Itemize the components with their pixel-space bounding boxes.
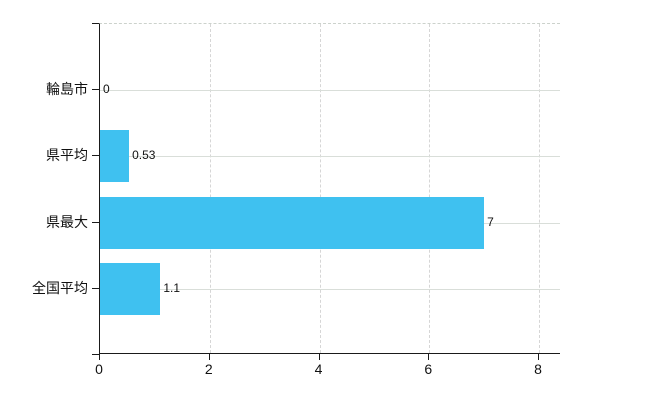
bar <box>100 196 485 249</box>
x-axis-tick <box>99 354 100 360</box>
y-axis-tick <box>92 221 99 223</box>
value-label: 1.1 <box>163 280 181 295</box>
value-label: 0.53 <box>132 148 156 163</box>
y-axis-tick <box>92 287 99 289</box>
gridline-vertical <box>429 24 431 353</box>
bar <box>100 130 130 183</box>
gridline-horizontal <box>100 156 560 158</box>
x-tick-label: 4 <box>314 361 323 377</box>
value-label: 0 <box>103 82 110 97</box>
y-axis-tick <box>92 155 99 157</box>
gridline-horizontal <box>100 288 560 290</box>
x-axis-tick <box>428 354 430 360</box>
gridline-horizontal <box>100 90 560 92</box>
x-tick-label: 6 <box>424 361 433 377</box>
y-axis-tick <box>92 89 99 91</box>
x-axis-tick <box>208 354 210 360</box>
value-label: 7 <box>487 214 494 229</box>
x-tick-label: 0 <box>95 361 103 377</box>
bar <box>100 262 161 315</box>
x-axis-tick <box>318 354 320 360</box>
gridline-vertical <box>539 24 540 353</box>
category-label: 県平均 <box>46 147 88 164</box>
y-axis-tick <box>92 23 99 24</box>
category-label: 輪島市 <box>46 81 88 98</box>
x-axis-tick <box>538 354 539 360</box>
x-tick-label: 8 <box>534 361 542 377</box>
x-tick-label: 2 <box>204 361 213 377</box>
category-label: 全国平均 <box>32 279 88 296</box>
gridline-vertical <box>209 24 211 353</box>
x-axis-left-overhang <box>92 354 99 355</box>
gridline-vertical <box>319 24 321 353</box>
category-label: 県最大 <box>46 213 88 230</box>
plot-area <box>99 23 560 354</box>
